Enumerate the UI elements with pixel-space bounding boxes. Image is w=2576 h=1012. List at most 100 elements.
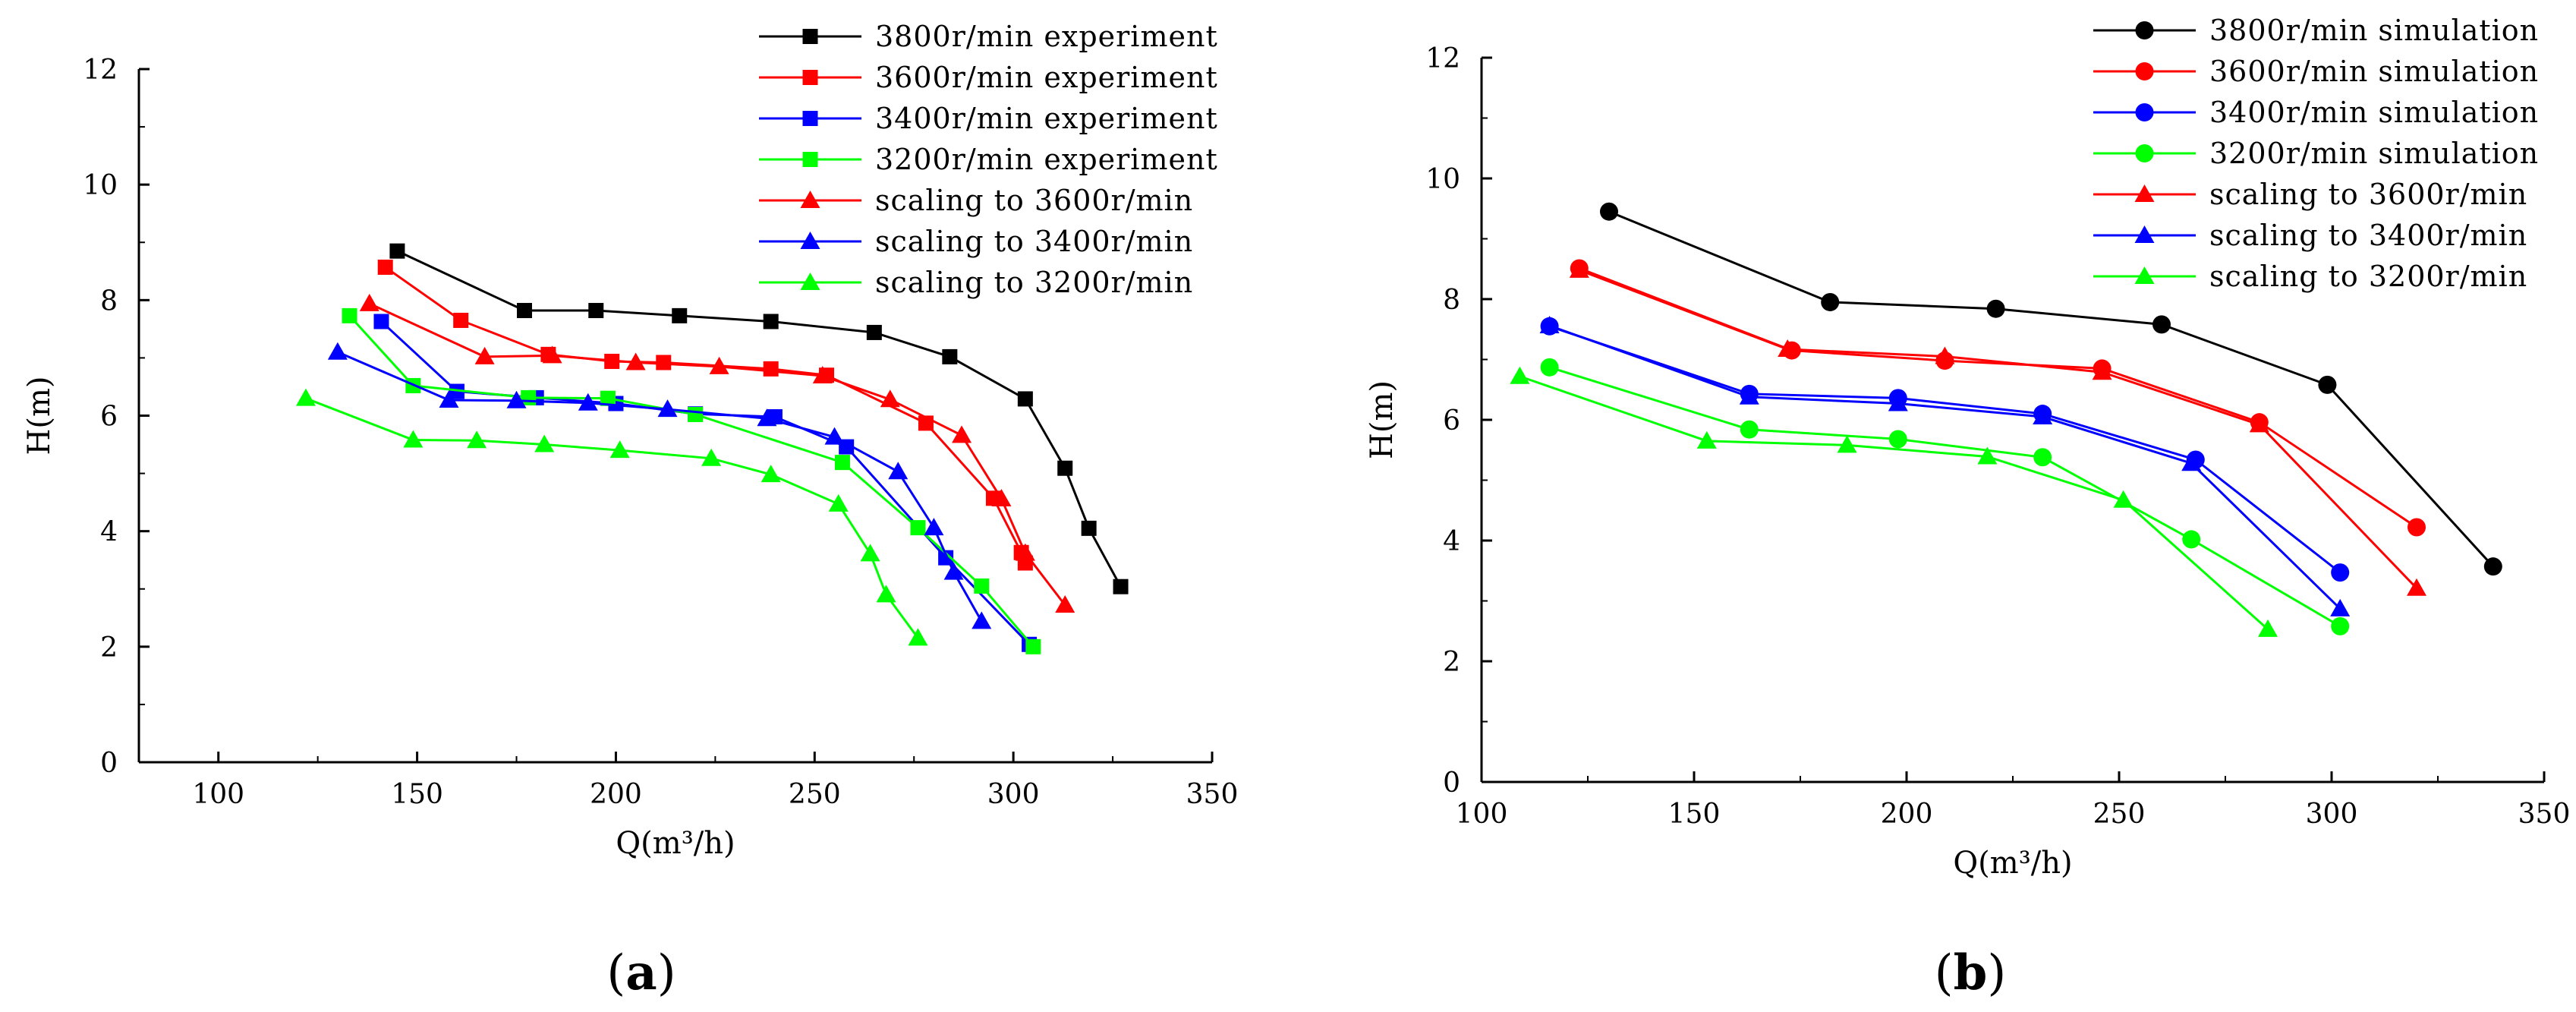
data-point [2092,362,2112,380]
legend-entry: 3600r/min simulation [2093,55,2539,88]
data-point [910,520,926,536]
data-point [342,307,357,323]
x-tick-label: 150 [391,779,443,810]
data-point [761,465,781,483]
y-tick-label: 4 [100,517,118,548]
data-point [1977,446,1998,465]
data-point [1055,595,1075,613]
legend-marker [2135,21,2154,39]
y-tick-label: 0 [100,748,118,779]
series-line [1549,324,2341,610]
data-point [1600,202,1618,221]
data-point [2331,563,2350,582]
data-point [516,303,532,319]
data-point [2330,598,2351,616]
legend-label: scaling to 3400r/min [875,225,1193,258]
legend-entry: scaling to 3200r/min [759,266,1193,299]
data-point [449,383,464,399]
data-point [860,544,880,562]
data-point [656,355,672,370]
legend-marker [802,111,818,126]
data-point [888,462,909,480]
series-line [369,302,1066,606]
data-point [377,259,393,275]
data-point [924,518,944,536]
legend-label: 3600r/min simulation [2209,55,2539,88]
data-point [1837,435,1857,453]
chart-panel-b: 100 150 200 250 300 350 0 2 4 6 8 10 12 Q(m³/h) H(m) 38… [1365,14,2570,1001]
legend-marker [2134,225,2155,243]
legend-marker [2135,62,2154,80]
legend-label: scaling to 3200r/min [875,266,1193,299]
y-tick-label: 12 [83,55,118,86]
x-tick-label: 250 [2093,799,2146,830]
legend-marker [802,152,818,167]
legend-marker [2134,266,2155,284]
data-point [828,493,849,512]
data-point [1025,638,1041,654]
x-tick-label: 350 [2518,799,2571,830]
series-1 [389,243,1129,594]
data-point [1081,520,1097,536]
series-5 [359,293,1075,613]
series-4 [342,307,1041,654]
series-line [1608,210,2494,568]
x-tick-label: 250 [789,779,841,810]
data-point [972,611,992,629]
data-point [952,425,972,443]
data-point [327,342,348,360]
data-point [2407,578,2426,596]
y-tick-label: 6 [100,402,118,433]
data-point [2182,530,2201,549]
data-point [1113,579,1129,594]
x-tick-label: 150 [1668,799,1721,830]
x-axis-label: Q(m³/h) [616,826,735,861]
y-axis-label: H(m) [1365,380,1400,459]
panel-letter: b [1954,944,1988,1001]
data-point [1888,430,1907,449]
legend-entry: scaling to 3600r/min [759,184,1192,217]
data-point [467,430,487,449]
legend-label: 3200r/min simulation [2209,137,2539,170]
y-tick-label: 6 [1443,405,1460,437]
data-point [2331,616,2350,635]
legend-entry: 3800r/min simulation [2093,14,2538,47]
legend-entry: scaling to 3200r/min [2093,260,2527,293]
data-point [542,345,562,364]
legend-entry: scaling to 3400r/min [2093,219,2527,252]
legend-entry: 3800r/min experiment [759,20,1217,53]
series-line [1519,375,2269,630]
legend-marker [802,70,818,85]
data-point [600,390,616,406]
y-tick-label: 10 [1425,164,1460,195]
series-line [380,320,1031,645]
y-tick-label: 12 [1425,43,1460,74]
data-point [991,489,1012,507]
data-point [2318,375,2337,394]
data-point [1539,315,1560,333]
data-point [588,303,604,319]
legend-entry: 3200r/min experiment [759,143,1217,176]
series-4 [1540,358,2350,635]
series-7 [295,388,928,646]
data-point [453,312,469,328]
data-point [1696,430,1717,449]
data-point [1015,543,1035,561]
data-point [1540,358,1559,377]
y-tick-label: 2 [100,632,118,664]
data-point [672,307,688,323]
legend-label: scaling to 3600r/min [2209,178,2527,211]
data-point [1888,393,1908,411]
data-point [1935,346,1955,364]
data-point [1740,420,1759,439]
legend-entry: scaling to 3400r/min [759,225,1193,258]
x-tick-label: 100 [1456,799,1508,830]
data-point [506,390,527,408]
data-point [876,585,896,603]
data-point [2152,315,2171,334]
data-point [880,389,900,408]
series-7 [1510,366,2278,637]
x-tick-label: 100 [192,779,244,810]
legend-marker [800,273,820,290]
